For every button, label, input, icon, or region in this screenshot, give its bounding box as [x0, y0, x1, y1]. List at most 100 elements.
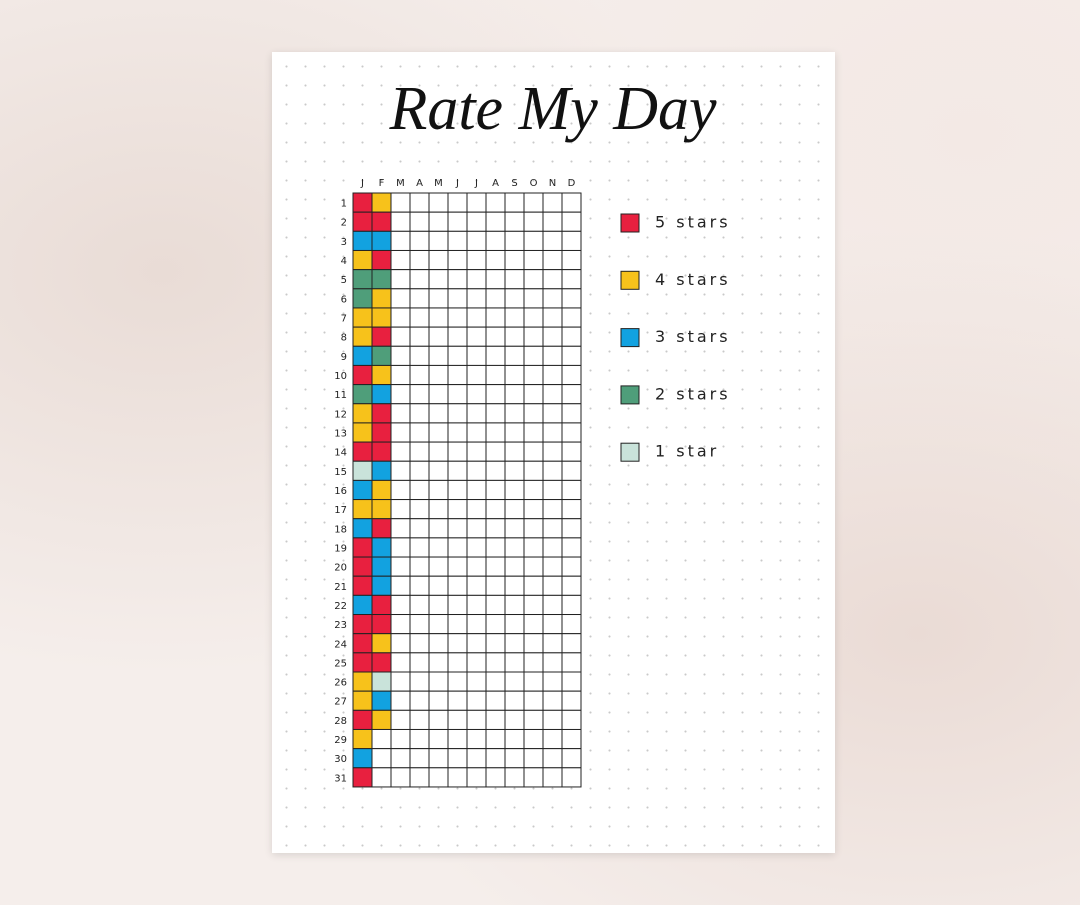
empty-cell	[390, 422, 411, 443]
empty-cell	[504, 633, 525, 654]
empty-cell	[466, 671, 487, 692]
empty-cell	[542, 249, 563, 271]
empty-cell	[523, 690, 544, 711]
empty-cell	[523, 537, 544, 558]
day-label: 13	[334, 429, 347, 440]
rating-cell	[352, 499, 373, 520]
empty-cell	[466, 384, 487, 405]
empty-cell	[390, 211, 411, 232]
rating-cell	[371, 441, 392, 462]
empty-cell	[390, 403, 411, 424]
empty-cell	[561, 422, 582, 443]
empty-cell	[409, 594, 430, 616]
empty-cell	[390, 460, 411, 481]
empty-cell	[409, 441, 430, 462]
rating-cell	[352, 422, 373, 443]
empty-cell	[409, 518, 430, 539]
empty-cell	[523, 575, 544, 596]
empty-cell	[485, 499, 506, 520]
empty-cell	[523, 748, 544, 769]
empty-cell	[542, 192, 563, 213]
empty-cell	[428, 326, 449, 347]
empty-cell	[504, 728, 525, 750]
empty-cell	[428, 403, 449, 424]
empty-cell	[409, 748, 430, 769]
rating-cell	[371, 594, 392, 616]
empty-cell	[504, 249, 525, 271]
empty-cell	[542, 767, 563, 788]
day-label: 31	[334, 773, 347, 784]
empty-cell	[390, 326, 411, 347]
empty-cell	[504, 384, 525, 405]
rating-cell	[371, 652, 392, 673]
day-label: 19	[334, 543, 347, 554]
rating-cell	[352, 479, 373, 501]
empty-cell	[409, 288, 430, 309]
empty-cell	[447, 441, 468, 462]
rating-cell	[371, 499, 392, 520]
empty-cell	[523, 518, 544, 539]
empty-cell	[504, 594, 525, 616]
day-label: 4	[341, 256, 347, 267]
empty-cell	[542, 479, 563, 501]
day-label: 16	[334, 486, 347, 497]
empty-cell	[371, 748, 392, 769]
empty-cell	[428, 192, 449, 213]
empty-cell	[542, 384, 563, 405]
empty-cell	[485, 728, 506, 750]
rating-cell	[371, 575, 392, 596]
month-label: A	[492, 178, 499, 189]
empty-cell	[447, 403, 468, 424]
empty-cell	[504, 499, 525, 520]
empty-cell	[561, 575, 582, 596]
empty-cell	[447, 230, 468, 251]
empty-cell	[466, 441, 487, 462]
empty-cell	[447, 460, 468, 481]
day-label: 20	[334, 563, 347, 574]
empty-cell	[523, 345, 544, 366]
empty-cell	[542, 211, 563, 232]
empty-cell	[485, 690, 506, 711]
empty-cell	[561, 767, 582, 788]
empty-cell	[485, 479, 506, 501]
empty-cell	[428, 249, 449, 271]
empty-cell	[523, 460, 544, 481]
empty-cell	[447, 537, 468, 558]
day-label: 10	[334, 371, 347, 382]
empty-cell	[561, 288, 582, 309]
rating-cell	[371, 326, 392, 347]
empty-cell	[409, 575, 430, 596]
rating-cell	[352, 249, 373, 271]
month-label: S	[511, 178, 517, 189]
empty-cell	[523, 556, 544, 577]
rating-cell	[371, 230, 392, 251]
empty-cell	[390, 633, 411, 654]
empty-cell	[504, 556, 525, 577]
empty-cell	[485, 192, 506, 213]
rating-cell	[352, 537, 373, 558]
empty-cell	[504, 441, 525, 462]
empty-cell	[485, 211, 506, 232]
empty-cell	[523, 192, 544, 213]
month-label: N	[549, 178, 556, 189]
empty-cell	[504, 575, 525, 596]
empty-cell	[447, 690, 468, 711]
empty-cell	[466, 690, 487, 711]
day-label: 23	[334, 620, 347, 631]
rating-cell	[352, 230, 373, 251]
empty-cell	[409, 614, 430, 635]
empty-cell	[542, 403, 563, 424]
empty-cell	[390, 767, 411, 788]
empty-cell	[485, 633, 506, 654]
empty-cell	[390, 748, 411, 769]
empty-cell	[447, 364, 468, 386]
empty-cell	[466, 537, 487, 558]
empty-cell	[447, 767, 468, 788]
empty-cell	[561, 748, 582, 769]
empty-cell	[447, 479, 468, 501]
empty-cell	[542, 422, 563, 443]
rating-cell	[371, 269, 392, 290]
empty-cell	[561, 690, 582, 711]
empty-cell	[485, 518, 506, 539]
empty-cell	[390, 288, 411, 309]
